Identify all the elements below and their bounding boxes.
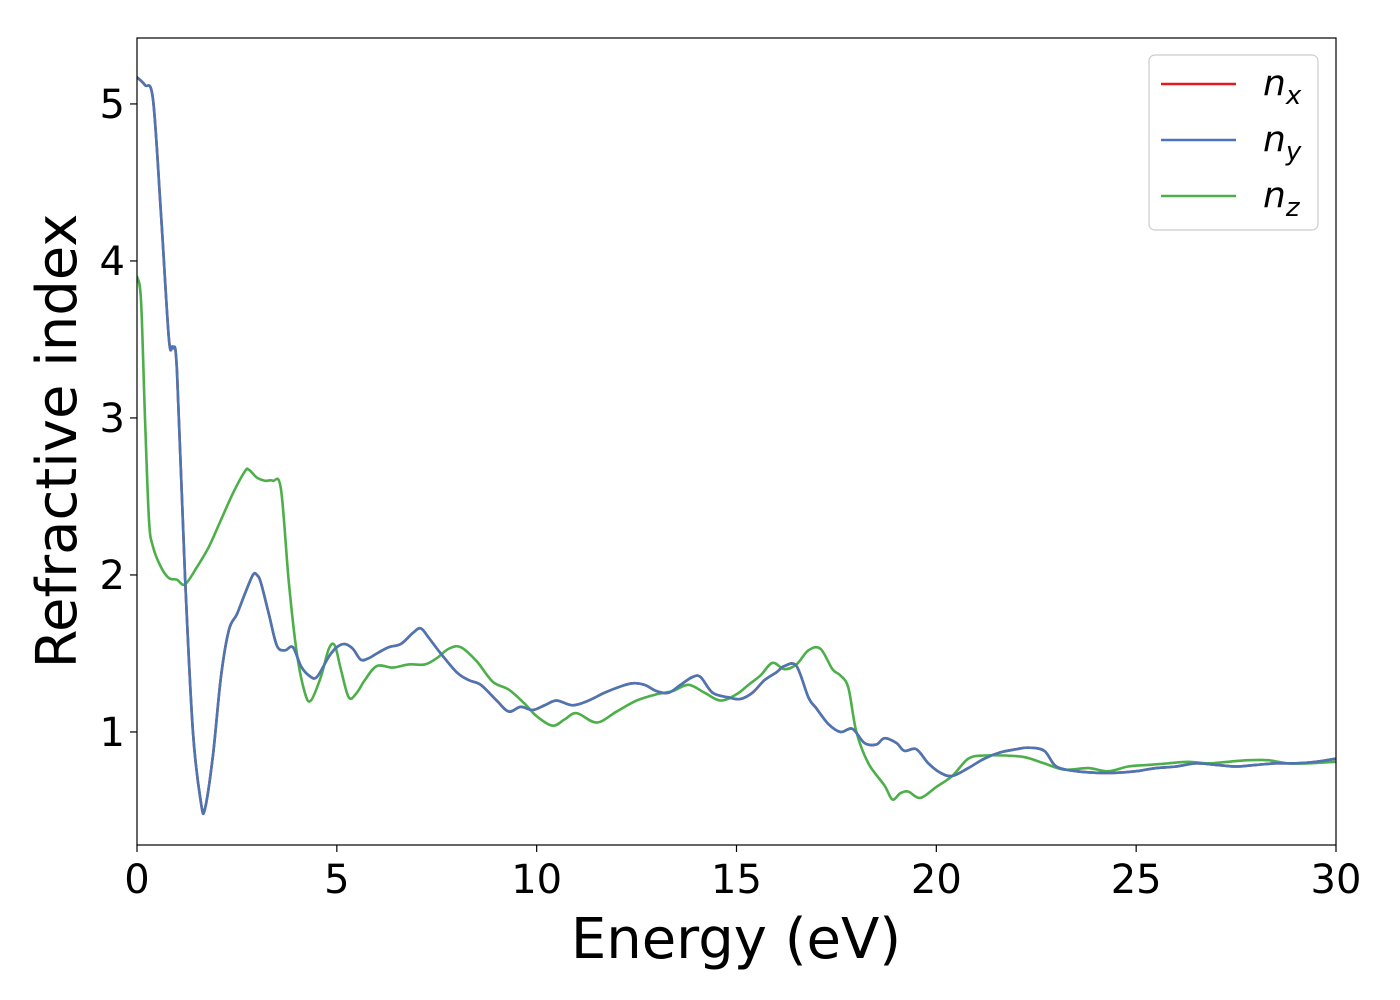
legend-box [1148,54,1319,231]
x-tick-label: 20 [911,857,962,903]
x-tick-label: 5 [324,857,349,903]
y-tick-label: 1 [100,710,125,756]
series-line-nz [137,275,1336,801]
y-tick-label: 3 [100,396,125,442]
legend-subscript: x [1285,81,1302,111]
x-tick-label: 0 [124,857,149,903]
plot-area [137,75,1336,816]
x-axis: 0 5 10 15 20 25 30 [124,845,1361,903]
y-tick-label: 5 [100,82,125,128]
legend-label-ny: ny [1263,119,1302,167]
x-tick-label: 25 [1111,857,1162,903]
y-tick-label: 4 [100,239,125,285]
legend-label-nx: nx [1263,63,1302,111]
x-tick-label: 10 [511,857,562,903]
y-axis-title: Refractive index [25,214,90,669]
x-tick-label: 30 [1311,857,1362,903]
legend-subscript: z [1285,193,1301,223]
y-axis: 1 2 3 4 5 [100,82,137,756]
x-axis-title: Energy (eV) [571,907,901,972]
series-line-ny [137,75,1336,816]
legend-subscript: y [1285,137,1302,167]
x-tick-label: 15 [711,857,762,903]
y-tick-label: 2 [100,553,125,599]
